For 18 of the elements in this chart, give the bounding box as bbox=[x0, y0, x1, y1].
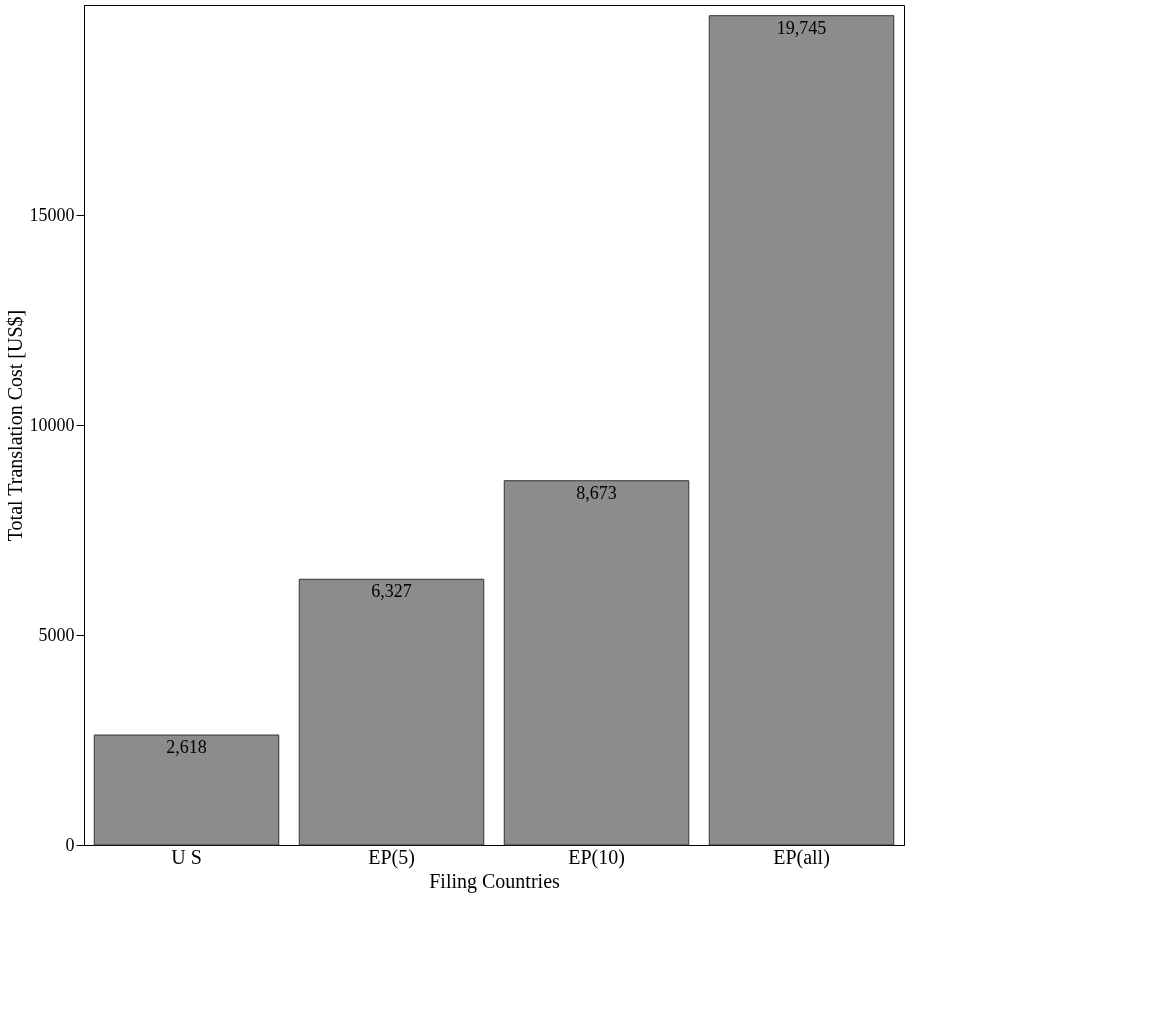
bar bbox=[708, 15, 895, 846]
y-tick-label: 0 bbox=[65, 834, 75, 855]
bar bbox=[298, 578, 485, 846]
data-label: 2,618 bbox=[166, 737, 207, 758]
x-tick-label: EP(5) bbox=[368, 845, 415, 869]
y-axis-title: Total Translation Cost [US$] bbox=[3, 309, 26, 542]
y-tick-label: 10000 bbox=[29, 414, 75, 435]
data-label: 6,327 bbox=[371, 581, 412, 602]
bar bbox=[93, 734, 280, 846]
x-tick-label: U S bbox=[171, 845, 202, 868]
x-tick-label: EP(all) bbox=[773, 845, 830, 869]
data-label: 19,745 bbox=[776, 17, 827, 38]
x-axis-title: Filing Countries bbox=[429, 869, 560, 893]
data-label: 8,673 bbox=[576, 482, 617, 503]
bar bbox=[503, 480, 690, 846]
x-tick-label: EP(10) bbox=[568, 845, 625, 869]
y-tick-label: 5000 bbox=[38, 624, 75, 645]
y-tick-label: 15000 bbox=[29, 204, 75, 225]
